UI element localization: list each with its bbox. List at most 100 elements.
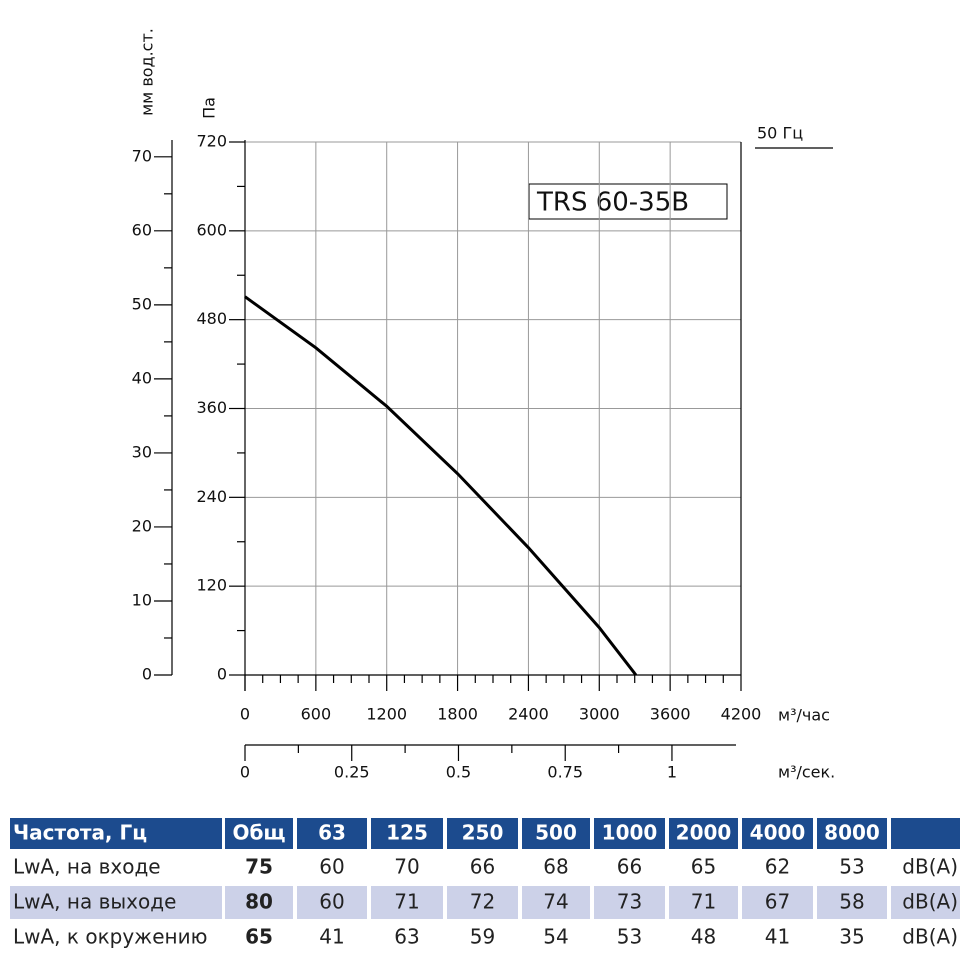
- row-band: [522, 886, 590, 919]
- y2-tick-label: 30: [132, 442, 152, 461]
- table-cell: 80: [245, 890, 273, 914]
- table-cell: 58: [839, 890, 864, 914]
- y-tick-label: 360: [196, 398, 227, 417]
- x-tick-label: 3000: [579, 705, 620, 724]
- y-axis-label: Па: [200, 97, 219, 119]
- row-band: [10, 886, 222, 919]
- table-cell: 66: [617, 855, 642, 879]
- y-tick-label: 480: [196, 309, 227, 328]
- header-text: Частота, Гц: [13, 821, 147, 845]
- table-cell: 60: [319, 855, 344, 879]
- header-cell: [447, 818, 518, 849]
- header-text: Общ: [232, 821, 285, 845]
- row-band: [891, 886, 960, 919]
- table-cell: 60: [319, 890, 344, 914]
- table-cell: 70: [394, 855, 419, 879]
- x2-tick-label: 0.5: [446, 763, 471, 782]
- y2-tick-label: 10: [132, 590, 152, 609]
- row-band: [371, 886, 443, 919]
- header-text: 63: [318, 821, 346, 845]
- y2-axis-label: мм вод.ст.: [138, 28, 157, 116]
- header-cell: [522, 818, 590, 849]
- row-band: [817, 886, 887, 919]
- row-band: [742, 886, 813, 919]
- x-tick-label: 1200: [366, 705, 407, 724]
- x2-tick-label: 0.25: [334, 763, 370, 782]
- header-cell: [371, 818, 443, 849]
- table-cell: 71: [394, 890, 419, 914]
- y2-tick-label: 0: [142, 665, 152, 684]
- row-band: [225, 886, 293, 919]
- table-cell: 35: [839, 925, 864, 949]
- table-cell: dB(A): [902, 855, 958, 879]
- y2-tick-label: 40: [132, 368, 152, 387]
- x-tick-label: 600: [301, 705, 332, 724]
- table-cell: 73: [617, 890, 642, 914]
- x2-tick-label: 1: [667, 763, 677, 782]
- row-band: [669, 886, 738, 919]
- y-tick-label: 0: [217, 665, 227, 684]
- row-band: [594, 886, 665, 919]
- x2-axis-label: м³/сек.: [778, 763, 835, 782]
- table-cell: LwA, на выходе: [13, 890, 176, 914]
- table-cell: 53: [617, 925, 642, 949]
- x-tick-label: 0: [240, 705, 250, 724]
- table-cell: 62: [765, 855, 790, 879]
- row-band: [447, 886, 518, 919]
- table-cell: 72: [470, 890, 495, 914]
- header-cell: [669, 818, 738, 849]
- row-band: [297, 886, 367, 919]
- x2-tick-label: 0: [240, 763, 250, 782]
- x2-tick-label: 0.75: [547, 763, 583, 782]
- table: Частота, Гц Общ 63 125 250 500 1000 2000 4000 800…: [10, 818, 960, 949]
- frequency-label: 50 Гц: [757, 124, 803, 143]
- y-tick-label: 600: [196, 220, 227, 239]
- y-tick-label: 240: [196, 487, 227, 506]
- header-text: 8000: [824, 821, 880, 845]
- y-tick-label: 120: [196, 576, 227, 595]
- table-cell: 65: [691, 855, 716, 879]
- header-cell: [742, 818, 813, 849]
- table-cell: 67: [765, 890, 790, 914]
- x-tick-label: 2400: [508, 705, 549, 724]
- header-text: 500: [535, 821, 577, 845]
- table-cell: 41: [765, 925, 790, 949]
- header-cell: [297, 818, 367, 849]
- header-text: 1000: [602, 821, 658, 845]
- table-cell: 54: [543, 925, 568, 949]
- table-cell: 41: [319, 925, 344, 949]
- x-axis-label: м³/час: [778, 706, 830, 725]
- y2-tick-label: 60: [132, 220, 152, 239]
- x-tick-label: 1800: [437, 705, 478, 724]
- table-cell: 74: [543, 890, 568, 914]
- x-tick-label: 3600: [650, 705, 691, 724]
- header-text: 4000: [750, 821, 806, 845]
- table-cell: 48: [691, 925, 716, 949]
- header-cell: [594, 818, 665, 849]
- y-tick-label: 720: [196, 132, 227, 151]
- table-cell: 75: [245, 855, 273, 879]
- table-cell: 65: [245, 925, 273, 949]
- y2-tick-label: 20: [132, 516, 152, 535]
- header-cell: [891, 818, 960, 849]
- table-cell: 53: [839, 855, 864, 879]
- header-text: 125: [386, 821, 428, 845]
- model-label: TRS 60-35B: [536, 188, 689, 218]
- header-cell: [225, 818, 293, 849]
- y2-tick-label: 70: [132, 146, 152, 165]
- table-cell: 68: [543, 855, 568, 879]
- table-cell: LwA, на входе: [13, 855, 161, 879]
- x-tick-label: 4200: [721, 705, 762, 724]
- curve: [244, 295, 638, 676]
- header-cell: [817, 818, 887, 849]
- table-cell: LwA, к окружению: [13, 925, 207, 949]
- header-cell: [10, 818, 222, 849]
- header-text: 250: [462, 821, 504, 845]
- table-cell: dB(A): [902, 890, 958, 914]
- header-text: 2000: [676, 821, 732, 845]
- table-cell: 63: [394, 925, 419, 949]
- model-box: [528, 183, 728, 220]
- table-cell: 66: [470, 855, 495, 879]
- table-cell: 71: [691, 890, 716, 914]
